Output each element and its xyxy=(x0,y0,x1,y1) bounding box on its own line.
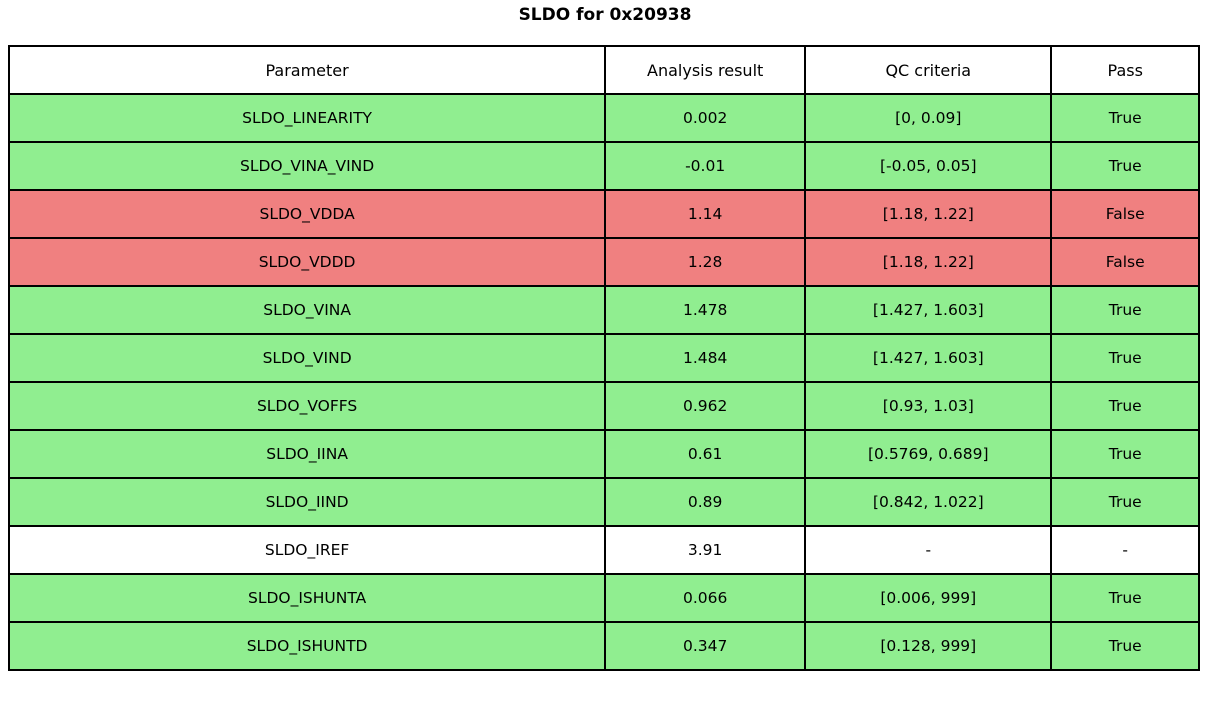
cell-pass: True xyxy=(1050,429,1200,479)
table-row: SLDO_ISHUNTA 0.066 [0.006, 999] True xyxy=(7,573,1200,623)
cell-parameter: SLDO_VINA xyxy=(7,285,607,335)
table-row: SLDO_VIND 1.484 [1.427, 1.603] True xyxy=(7,333,1200,383)
table-row: SLDO_LINEARITY 0.002 [0, 0.09] True xyxy=(7,93,1200,143)
table-row: SLDO_IREF 3.91- - xyxy=(7,525,1200,575)
table-row: SLDO_IINA 0.61 [0.5769, 0.689] True xyxy=(7,429,1200,479)
cell-result: 1.28 xyxy=(604,237,807,287)
table-body: SLDO_LINEARITY 0.002 [0, 0.09] True SLDO_VIN… xyxy=(7,93,1200,671)
column-header-qc-criteria: QC criteria xyxy=(804,45,1053,95)
cell-result: 0.61 xyxy=(604,429,807,479)
cell-pass: True xyxy=(1050,477,1200,527)
column-header-analysis-result: Analysis result xyxy=(604,45,807,95)
cell-pass: True xyxy=(1050,333,1200,383)
cell-parameter: SLDO_IIND xyxy=(7,477,607,527)
cell-criteria: [1.427, 1.603] xyxy=(804,333,1053,383)
cell-pass: True xyxy=(1050,93,1200,143)
cell-criteria: [0, 0.09] xyxy=(804,93,1053,143)
cell-pass: False xyxy=(1050,189,1200,239)
cell-parameter: SLDO_IINA xyxy=(7,429,607,479)
cell-parameter: SLDO_LINEARITY xyxy=(7,93,607,143)
cell-parameter: SLDO_ISHUNTD xyxy=(7,621,607,671)
cell-pass: True xyxy=(1050,141,1200,191)
cell-parameter: SLDO_ISHUNTA xyxy=(7,573,607,623)
table-row: SLDO_ISHUNTD 0.347 [0.128, 999] True xyxy=(7,621,1200,671)
cell-parameter: SLDO_VINA_VIND xyxy=(7,141,607,191)
table-row: SLDO_VOFFS 0.962 [0.93, 1.03] True xyxy=(7,381,1200,431)
cell-parameter: SLDO_IREF xyxy=(7,525,607,575)
figure-title: SLDO for 0x20938 xyxy=(518,5,692,25)
table-row: SLDO_VINA_VIND -0.01 [-0.05, 0.05] True xyxy=(7,141,1200,191)
qc-results-table: Parameter Analysis result QC criteria Pa… xyxy=(7,45,1200,671)
cell-result: 0.89 xyxy=(604,477,807,527)
cell-result: 1.14 xyxy=(604,189,807,239)
cell-pass: True xyxy=(1050,381,1200,431)
cell-criteria: [0.128, 999] xyxy=(804,621,1053,671)
cell-result: 0.962 xyxy=(604,381,807,431)
cell-result: 0.002 xyxy=(604,93,807,143)
cell-criteria: - xyxy=(804,525,1053,575)
cell-pass: False xyxy=(1050,237,1200,287)
cell-parameter: SLDO_VOFFS xyxy=(7,381,607,431)
cell-parameter: SLDO_VDDA xyxy=(7,189,607,239)
table-row: SLDO_VDDD 1.28 [1.18, 1.22] False xyxy=(7,237,1200,287)
cell-pass: - xyxy=(1050,525,1200,575)
table-header-row: Parameter Analysis result QC criteria Pa… xyxy=(7,45,1200,95)
cell-pass: True xyxy=(1050,285,1200,335)
cell-result: 1.478 xyxy=(604,285,807,335)
cell-parameter: SLDO_VIND xyxy=(7,333,607,383)
cell-result: -0.01 xyxy=(604,141,807,191)
cell-criteria: [1.18, 1.22] xyxy=(804,237,1053,287)
cell-parameter: SLDO_VDDD xyxy=(7,237,607,287)
cell-criteria: [0.006, 999] xyxy=(804,573,1053,623)
cell-criteria: [1.427, 1.603] xyxy=(804,285,1053,335)
cell-criteria: [-0.05, 0.05] xyxy=(804,141,1053,191)
cell-criteria: [1.18, 1.22] xyxy=(804,189,1053,239)
cell-criteria: [0.93, 1.03] xyxy=(804,381,1053,431)
cell-pass: True xyxy=(1050,621,1200,671)
cell-result: 0.347 xyxy=(604,621,807,671)
column-header-parameter: Parameter xyxy=(7,45,607,95)
table-row: SLDO_VINA 1.478 [1.427, 1.603] True xyxy=(7,285,1200,335)
table-row: SLDO_IIND 0.89 [0.842, 1.022] True xyxy=(7,477,1200,527)
cell-result: 0.066 xyxy=(604,573,807,623)
table-row: SLDO_VDDA 1.14 [1.18, 1.22] False xyxy=(7,189,1200,239)
cell-result: 1.484 xyxy=(604,333,807,383)
cell-criteria: [0.5769, 0.689] xyxy=(804,429,1053,479)
cell-result: 3.91 xyxy=(604,525,807,575)
cell-pass: True xyxy=(1050,573,1200,623)
cell-criteria: [0.842, 1.022] xyxy=(804,477,1053,527)
column-header-pass: Pass xyxy=(1050,45,1200,95)
